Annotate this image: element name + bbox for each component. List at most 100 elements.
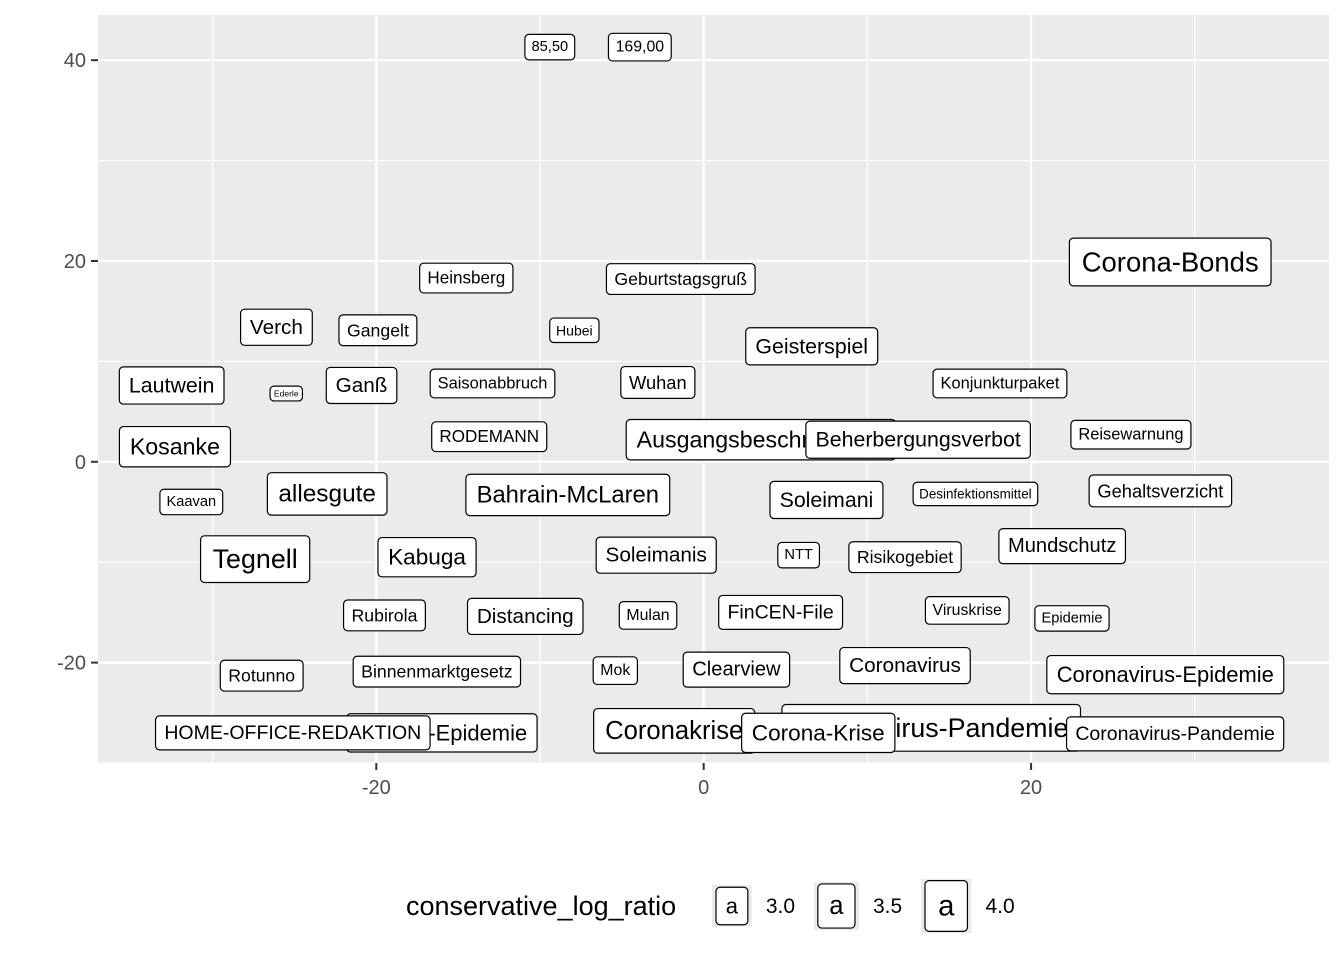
word-label: Ederle [269,385,304,402]
word-label: Konjunkturpaket [932,368,1068,399]
word-label-text: FinCEN-File [727,601,833,623]
word-label: HOME-OFFICE-REDAKTION [154,715,431,751]
word-label: Desinfektionsmittel [912,481,1039,507]
word-label-box [595,536,717,574]
word-label-text: Reisewarnung [1078,426,1183,444]
legend-title: conservative_log_ratio [406,891,676,921]
y-axis: 40 20 0 -20 [57,50,98,675]
word-label: Coronavirus [839,646,971,685]
word-label-text: Desinfektionsmittel [919,486,1032,501]
word-label-box [998,528,1127,565]
word-label-text: 85,50 [531,39,568,55]
legend-item-label: 3.0 [766,895,795,918]
y-tick-label: 40 [64,50,86,72]
word-label: Rotunno [219,659,304,692]
word-label-box [745,327,879,366]
word-label: Corona-Krise [741,712,896,754]
word-label-box [839,646,971,685]
word-label-box [239,308,313,346]
word-label-box [269,385,304,402]
word-label-text: Soleimani [780,488,874,512]
word-label-box [912,481,1039,507]
word-label: Mulan [618,601,678,630]
word-label: Geisterspiel [745,327,879,366]
word-label-text: Coronavirus-Pandemie [1075,723,1275,745]
word-label-box [848,541,962,574]
word-label: Corona-Bonds [1068,237,1272,287]
word-label-text: Hubei [556,322,593,338]
word-label-text: Ganß [336,374,388,397]
word-label: Saisonabbruch [429,368,556,399]
word-label-box [377,536,477,578]
word-label-text: 169,00 [616,39,665,56]
word-label: RODEMANN [431,421,548,453]
word-label: 169,00 [607,32,672,62]
word-label-text: Beherbergungsverbot [815,428,1020,452]
word-label: Coronavirus-Epidemie [1046,654,1285,695]
word-label-text: Clearview [692,659,781,681]
word-label: Mundschutz [998,528,1127,565]
word-label-box [466,597,584,636]
legend-item: a 3.5 [813,881,902,931]
word-label-box [682,651,791,688]
word-label: Epidemie [1034,605,1110,632]
word-label: Ganß [325,366,398,405]
word-label-box [1046,654,1285,695]
word-label-box [199,535,311,584]
word-label-text: Rotunno [228,666,295,686]
word-label-box [805,420,1031,459]
word-label-text: Epidemie [1042,610,1103,626]
word-label: allesgute [266,472,388,516]
word-label-text: Rubirola [352,605,418,625]
word-label: Coronakrise [593,707,756,754]
legend-item-label: 4.0 [985,895,1014,918]
word-label-text: Coronakrise [605,717,743,745]
word-label-box [1065,716,1285,752]
word-label-box [154,715,431,751]
word-label-text: Ederle [274,389,299,399]
word-label: Soleimani [769,480,884,520]
word-label-box [1070,419,1192,450]
word-label-box [777,541,821,569]
word-label-text: Corona-Bonds [1082,246,1259,277]
word-label-text: Kabuga [388,545,466,570]
word-label-text: Verch [250,316,303,339]
word-label-text: Kaavan [167,494,217,510]
x-tick-label: 0 [698,777,709,799]
word-label: Rubirola [342,599,426,632]
legend-item: a 3.0 [712,885,795,927]
word-label-text: Mundschutz [1008,535,1116,557]
word-label-box [1034,605,1110,632]
word-label: Risikogebiet [848,541,962,574]
word-label: Reisewarnung [1070,419,1192,450]
word-label-text: Kosanke [130,434,220,460]
word-label-box [159,488,224,516]
word-label-box [429,368,556,399]
word-label-box [741,712,896,754]
word-label-box [325,366,398,405]
word-label-text: Heinsberg [427,269,505,288]
word-label: Mok [592,656,639,686]
word-label-box [419,262,514,294]
word-label-box [618,601,678,630]
word-label-box [1068,237,1272,287]
word-label: Verch [239,308,313,346]
legend-item-label: 3.5 [873,895,902,918]
word-label-box [465,473,671,517]
word-label-text: allesgute [278,480,376,507]
word-label-text: NTT [784,547,812,563]
x-tick-label: 20 [1020,777,1042,799]
word-label: Bahrain-McLaren [465,473,671,517]
word-label-box [352,655,522,688]
word-label-box [118,366,225,405]
y-tick-label: 20 [64,251,86,273]
y-tick-label: 0 [75,452,86,474]
word-label-text: Soleimanis [605,544,706,567]
word-label-box [431,421,548,453]
legend-key-box [715,886,749,926]
word-label: Heinsberg [419,262,514,294]
plot-panel [98,15,1329,763]
word-label-text: Risikogebiet [857,547,953,567]
x-axis: -20 0 20 [362,763,1042,799]
